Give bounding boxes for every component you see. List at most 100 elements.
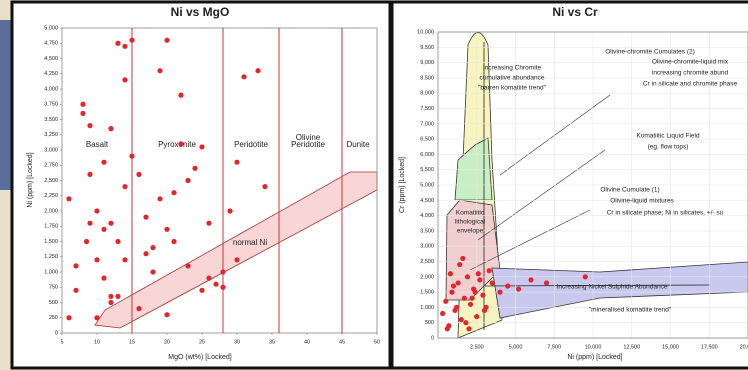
point [94, 257, 100, 263]
chart-ni-cr: Ni vs Cr Ni (ppm) [Locked] Cr (ppm) [Locke… [399, 5, 748, 361]
point [213, 281, 219, 287]
x-tick-label: 15,000 [662, 344, 679, 350]
annotation: Olivine [296, 133, 321, 142]
point [101, 275, 107, 281]
point [262, 184, 268, 190]
leader-line [477, 149, 606, 241]
point [136, 306, 142, 312]
y-tick-label: 1,750 [44, 224, 58, 230]
point [543, 280, 550, 286]
point [80, 101, 86, 107]
y-tick-label: 3,250 [44, 132, 58, 138]
y-tick-label: 1,000 [420, 305, 434, 311]
point [80, 110, 86, 116]
point [474, 313, 480, 320]
point [444, 326, 450, 332]
point [122, 43, 128, 49]
y-tick-label: 5,500 [420, 167, 434, 173]
point [457, 261, 463, 268]
y-tick-label: 5,000 [44, 25, 58, 31]
point [206, 275, 212, 281]
point [192, 165, 198, 171]
y-tick-label: 4,750 [44, 41, 58, 47]
y-axis-label: Cr (ppm) [Locked] [399, 157, 406, 213]
point [460, 255, 466, 262]
y-tick-label: 7,500 [420, 106, 434, 112]
point [458, 317, 464, 323]
point [101, 226, 107, 232]
y-tick-label: 4,000 [420, 213, 434, 219]
x-tick-label: 5,000 [509, 344, 523, 350]
point [87, 171, 93, 177]
y-tick-label: 7,000 [420, 121, 434, 127]
y-tick-label: 2,750 [44, 163, 58, 169]
annotation: Peridotite [234, 140, 268, 149]
sulphide-band [491, 261, 748, 319]
leader-line [469, 209, 591, 271]
x-tick-label: 7,500 [547, 344, 561, 350]
point [582, 274, 588, 280]
annotation: lithological [455, 219, 486, 226]
x-tick-label: 35 [269, 339, 275, 345]
point [73, 287, 79, 293]
annotation: "barren komatiite trend" [478, 85, 547, 92]
y-tick-label: 5,000 [420, 182, 434, 188]
chart-title: Ni vs MgO [171, 5, 230, 19]
point [516, 286, 522, 292]
y-tick-label: 1,000 [44, 269, 58, 275]
point [481, 307, 488, 314]
point [129, 37, 135, 43]
y-tick-label: 250 [49, 315, 58, 321]
x-tick-label: 5 [60, 339, 63, 345]
y-tick-label: 1,500 [44, 239, 58, 245]
point [164, 37, 170, 43]
point [440, 310, 446, 317]
point [466, 326, 472, 332]
point [143, 214, 149, 220]
y-tick-label: 500 [49, 300, 58, 306]
annotation: Dunite [346, 140, 370, 149]
chart-ni-mgo: Ni vs MgO MgO (wt%) [Locked] Ni (ppm) [Loc… [27, 5, 380, 361]
point [447, 271, 453, 277]
y-tick-label: 750 [49, 285, 58, 291]
point [450, 283, 457, 289]
y-tick-label: 9,500 [420, 45, 434, 51]
annotation: Peridotite [291, 140, 325, 149]
x-tick-label: 10,000 [585, 344, 602, 350]
point [73, 263, 79, 269]
point [164, 226, 170, 232]
y-tick-label: 0 [431, 335, 434, 341]
chart-title: Ni vs Cr [552, 5, 598, 19]
y-tick-label: 2,500 [44, 178, 58, 184]
y-tick-label: 4,000 [44, 86, 58, 92]
x-tick-label: 45 [339, 339, 345, 345]
annotation: Pyroxenite [158, 140, 196, 149]
y-tick-label: 500 [425, 320, 434, 326]
x-tick-label: 40 [304, 339, 310, 345]
point [480, 292, 486, 298]
point [206, 220, 212, 226]
point [164, 312, 170, 318]
annotation: Cr in silicate phase; Ni in silicates, +… [607, 210, 724, 217]
point [449, 289, 455, 295]
point [66, 196, 72, 202]
point [178, 141, 184, 147]
point [185, 263, 191, 269]
annotation: envelope [457, 228, 484, 235]
point [136, 171, 142, 177]
point [475, 271, 481, 277]
annotation: increasing chromite abund [652, 70, 729, 77]
annotation: Komatiitic Liquid Field [636, 133, 700, 140]
annotation: Olivine-chromite-liquid mix [652, 59, 729, 66]
annotation: cumulative abundance [479, 75, 544, 82]
point [220, 284, 226, 290]
x-tick-label: 20 [164, 339, 170, 345]
x-tick-label: 30 [234, 339, 240, 345]
y-tick-label: 2,000 [420, 274, 434, 280]
point [83, 238, 90, 245]
point [66, 315, 72, 321]
point [178, 92, 184, 98]
point [122, 184, 128, 190]
y-tick-label: 3,500 [420, 228, 434, 234]
